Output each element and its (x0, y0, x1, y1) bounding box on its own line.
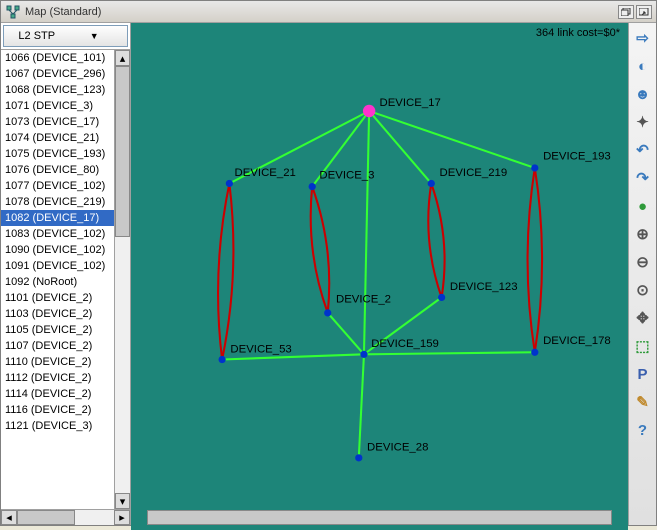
graph-node[interactable] (309, 183, 316, 190)
node-label: DEVICE_159 (371, 338, 439, 350)
node-label: DEVICE_53 (230, 343, 291, 355)
layout-icon[interactable]: ✦ (632, 111, 654, 133)
p-icon[interactable]: P (632, 363, 654, 385)
hscroll-left-button[interactable]: ◂ (1, 510, 17, 525)
node-label: DEVICE_28 (367, 442, 428, 454)
redo-icon[interactable]: ↷ (632, 167, 654, 189)
node-label: DEVICE_123 (450, 281, 518, 293)
list-item[interactable]: 1107 (DEVICE_2) (1, 338, 114, 354)
list-item[interactable]: 1090 (DEVICE_102) (1, 242, 114, 258)
node-label: DEVICE_178 (543, 335, 611, 347)
arrow-right-icon[interactable]: ⇨ (632, 27, 654, 49)
list-item[interactable]: 1078 (DEVICE_219) (1, 194, 114, 210)
graph-canvas[interactable]: DEVICE_17 DEVICE_21 DEVICE_3 DEVICE_219 DEVI… (131, 23, 628, 509)
list-item[interactable]: 1071 (DEVICE_3) (1, 98, 114, 114)
note-icon[interactable]: ✎ (632, 391, 654, 413)
graph-node[interactable] (531, 164, 538, 171)
list-item[interactable]: 1076 (DEVICE_80) (1, 162, 114, 178)
graph-node[interactable] (226, 180, 233, 187)
scroll-track[interactable] (115, 66, 130, 493)
help-icon[interactable]: ? (632, 419, 654, 441)
zoom-in-icon[interactable]: ⊕ (632, 223, 654, 245)
status-text: 364 link cost=$0* (536, 27, 620, 39)
layer-combo-value: L2 STP (8, 30, 66, 42)
list-item[interactable]: 1082 (DEVICE_17) (1, 210, 114, 226)
scroll-thumb[interactable] (115, 66, 130, 237)
pan-icon[interactable]: ✥ (632, 307, 654, 329)
list-item[interactable]: 1066 (DEVICE_101) (1, 50, 114, 66)
titlebar: Map (Standard) (1, 1, 656, 23)
hscroll-track[interactable] (17, 510, 114, 525)
list-item[interactable]: 1083 (DEVICE_102) (1, 226, 114, 242)
layer-combo[interactable]: L2 STP ▼ (3, 25, 128, 47)
undo-icon[interactable]: ↶ (632, 139, 654, 161)
list-item[interactable]: 1112 (DEVICE_2) (1, 370, 114, 386)
list-vscroll[interactable]: ▴ ▾ (114, 50, 130, 509)
node-label: DEVICE_17 (379, 97, 440, 109)
list-item[interactable]: 1091 (DEVICE_102) (1, 258, 114, 274)
list-item[interactable]: 1116 (DEVICE_2) (1, 402, 114, 418)
list-item[interactable]: 1092 (NoRoot) (1, 274, 114, 290)
list-item[interactable]: 1101 (DEVICE_2) (1, 290, 114, 306)
graph-node[interactable] (428, 180, 435, 187)
graph-node[interactable] (438, 294, 445, 301)
graph-node[interactable] (355, 454, 362, 461)
node-label: DEVICE_3 (319, 169, 374, 181)
zoom-reset-icon[interactable]: ⊙ (632, 279, 654, 301)
graph-node[interactable] (324, 309, 331, 316)
right-toolbar: ⇨ ◐ ☻ ✦ ↶ ↷ ● ⊕ ⊖ ⊙ ✥ ⬚ P ✎? (628, 23, 656, 525)
graph-node[interactable] (363, 105, 375, 117)
list-item[interactable]: 1075 (DEVICE_193) (1, 146, 114, 162)
graph-node[interactable] (360, 351, 367, 358)
list-item[interactable]: 1114 (DEVICE_2) (1, 386, 114, 402)
node-label: DEVICE_2 (336, 294, 391, 306)
zoom-out-icon[interactable]: ⊖ (632, 251, 654, 273)
graph-node[interactable] (218, 356, 225, 363)
graph-node[interactable] (531, 349, 538, 356)
canvas-hscroll[interactable]: ◂ ▸ (131, 509, 628, 525)
user-circle-icon[interactable]: ☻ (632, 83, 654, 105)
list-item[interactable]: 1110 (DEVICE_2) (1, 354, 114, 370)
scroll-up-button[interactable]: ▴ (115, 50, 130, 66)
hscroll-thumb[interactable] (17, 510, 75, 525)
node-label: DEVICE_21 (235, 167, 296, 179)
globe-refresh-icon[interactable]: ◐ (632, 55, 654, 77)
list-item[interactable]: 1073 (DEVICE_17) (1, 114, 114, 130)
list-item[interactable]: 1077 (DEVICE_102) (1, 178, 114, 194)
list-item[interactable]: 1067 (DEVICE_296) (1, 66, 114, 82)
list-item[interactable]: 1105 (DEVICE_2) (1, 322, 114, 338)
restore-button[interactable] (618, 5, 634, 19)
canvas-hscroll-thumb[interactable] (147, 510, 612, 525)
maximize-button[interactable] (636, 5, 652, 19)
hscroll-right-button[interactable]: ▸ (114, 510, 130, 525)
device-list: 1066 (DEVICE_101)1067 (DEVICE_296)1068 (… (1, 49, 130, 509)
list-hscroll[interactable]: ◂ ▸ (1, 509, 130, 525)
map-icon (5, 4, 21, 20)
center-panel: DEVICE_17 DEVICE_21 DEVICE_3 DEVICE_219 DEVI… (131, 23, 628, 525)
node-label: DEVICE_193 (543, 151, 611, 163)
canvas-hscroll-track[interactable] (147, 510, 612, 525)
window-title: Map (Standard) (25, 6, 616, 18)
list-item[interactable]: 1103 (DEVICE_2) (1, 306, 114, 322)
chevron-down-icon: ▼ (66, 31, 124, 41)
select-area-icon[interactable]: ⬚ (632, 335, 654, 357)
list-item[interactable]: 1068 (DEVICE_123) (1, 82, 114, 98)
list-item[interactable]: 1121 (DEVICE_3) (1, 418, 114, 434)
scroll-down-button[interactable]: ▾ (115, 493, 130, 509)
list-item[interactable]: 1074 (DEVICE_21) (1, 130, 114, 146)
node-label: DEVICE_219 (440, 167, 508, 179)
left-panel: L2 STP ▼ 1066 (DEVICE_101)1067 (DEVICE_2… (1, 23, 131, 525)
globe-icon[interactable]: ● (632, 195, 654, 217)
